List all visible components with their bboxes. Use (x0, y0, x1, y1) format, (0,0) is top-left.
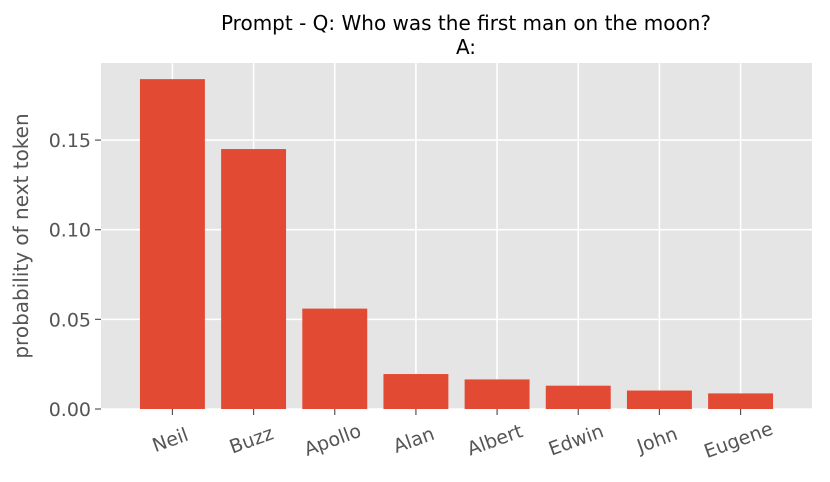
x-tick-label: Buzz (227, 422, 277, 458)
y-tick-label: 0.10 (49, 220, 91, 242)
x-tick-label: Alan (390, 423, 437, 458)
chart-title-line-1: Prompt - Q: Who was the first man on the… (221, 11, 711, 35)
x-tick-label: John (633, 423, 680, 458)
y-axis-label: probability of next token (9, 113, 33, 358)
y-axis-ticks: 0.00 0.05 0.10 0.15 (49, 130, 101, 421)
bar-apollo (302, 308, 368, 409)
y-tick-label: 0.00 (49, 399, 91, 421)
x-tick-label: Neil (149, 424, 191, 457)
x-axis-ticks: Neil Buzz Apollo Alan Albert Edwin John Eugene (149, 409, 776, 463)
x-tick-label: Apollo (301, 420, 364, 461)
plot-area (101, 63, 812, 409)
bar-alan (383, 374, 449, 409)
bar-john (626, 390, 692, 409)
y-tick-label: 0.15 (49, 130, 91, 152)
bar-edwin (545, 385, 611, 409)
bar-buzz (221, 149, 287, 409)
x-tick-label: Eugene (701, 418, 776, 463)
bar-albert (464, 379, 530, 409)
x-tick-label: Albert (464, 420, 525, 460)
chart-title-line-2: A: (456, 35, 476, 59)
bar-eugene (708, 393, 774, 409)
bar-neil (139, 79, 205, 410)
bars (139, 79, 774, 410)
x-tick-label: Edwin (546, 420, 607, 460)
y-tick-label: 0.05 (49, 309, 91, 331)
